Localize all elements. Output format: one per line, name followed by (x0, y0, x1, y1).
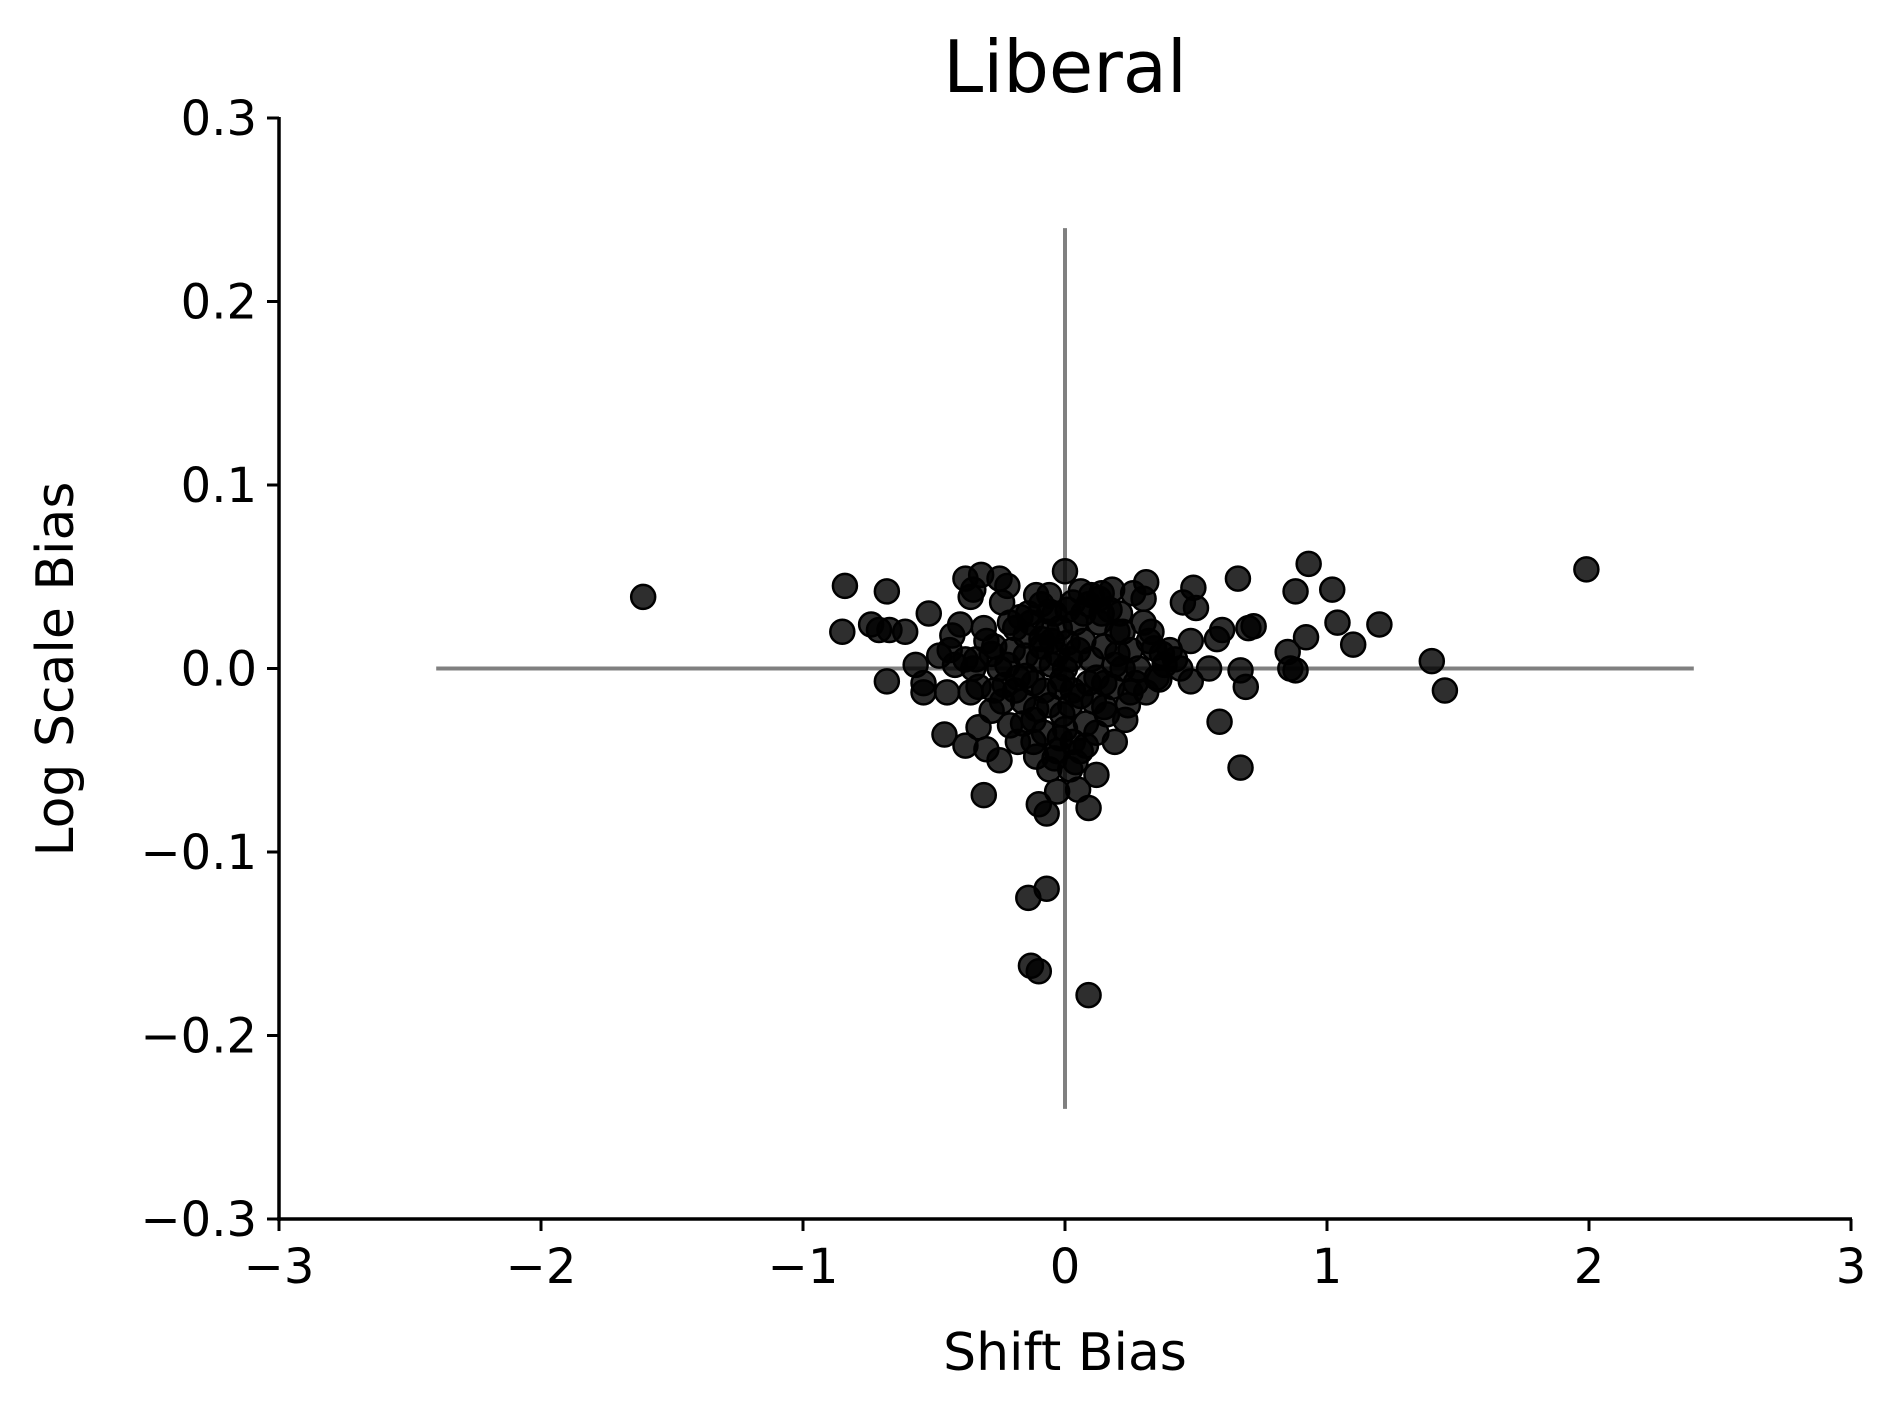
data-point (1051, 557, 1079, 585)
x-tick-label: −3 (244, 1239, 315, 1295)
data-point (936, 636, 963, 664)
data-point (1091, 669, 1118, 697)
data-point (1083, 719, 1110, 746)
y-tick-label: 0.1 (181, 458, 257, 514)
data-point (1114, 691, 1142, 719)
data-point (1138, 618, 1165, 646)
data-point (1075, 981, 1102, 1009)
x-axis-label: Shift Bias (943, 1323, 1187, 1383)
data-point (970, 614, 998, 642)
y-ticks: −0.3 −0.2 −0.1 0.0 0.1 0.2 0.3 (140, 91, 279, 1248)
data-point (1167, 655, 1194, 682)
data-point (629, 583, 657, 611)
data-point (1339, 631, 1367, 658)
x-tick-label: 3 (1836, 1239, 1867, 1295)
data-point (1206, 708, 1233, 735)
data-point (857, 611, 885, 638)
y-tick-label: −0.3 (140, 1192, 257, 1248)
data-point (1232, 673, 1260, 701)
data-point (1318, 576, 1346, 603)
data-point (1177, 627, 1205, 655)
data-point (1203, 625, 1231, 653)
data-point (1036, 581, 1063, 609)
data-point (970, 781, 998, 809)
data-point (1418, 647, 1446, 675)
y-axis-label: Log Scale Bias (26, 482, 86, 857)
data-point (1282, 578, 1309, 605)
data-point (1227, 754, 1254, 781)
x-ticks: −3 −2 −1 0 1 2 3 (244, 1219, 1867, 1295)
data-point (931, 721, 958, 748)
data-point (1020, 728, 1047, 756)
data-point (960, 655, 987, 682)
data-point (1025, 791, 1053, 818)
data-point (1122, 669, 1149, 697)
data-point (1277, 655, 1304, 682)
data-point (1046, 724, 1074, 752)
x-tick-label: 1 (1312, 1239, 1343, 1295)
data-point (1012, 662, 1039, 690)
y-tick-label: 0.0 (181, 642, 257, 698)
data-point (915, 600, 943, 627)
data-point (952, 565, 979, 592)
data-point (1083, 761, 1110, 789)
data-point (1292, 624, 1320, 651)
data-point (1240, 613, 1267, 640)
data-point (1366, 611, 1393, 638)
x-tick-label: 0 (1050, 1239, 1081, 1295)
data-point (1015, 884, 1042, 912)
data-point (1324, 609, 1351, 636)
data-point (1028, 633, 1055, 660)
data-point (952, 732, 979, 759)
data-points (629, 550, 1600, 1009)
y-tick-label: 0.3 (181, 91, 257, 147)
data-point (902, 651, 929, 679)
data-point (1295, 550, 1322, 578)
data-point (1573, 556, 1600, 583)
y-tick-label: −0.2 (140, 1009, 257, 1065)
data-point (933, 679, 961, 706)
data-point (873, 668, 901, 695)
data-point (981, 677, 1008, 704)
data-point (996, 609, 1024, 636)
data-point (1431, 677, 1459, 704)
data-point (1195, 655, 1223, 682)
y-tick-label: −0.1 (140, 825, 257, 881)
y-tick-label: 0.2 (181, 275, 257, 331)
x-tick-label: −1 (768, 1239, 839, 1295)
data-point (873, 578, 901, 605)
data-point (1036, 756, 1063, 783)
data-point (1169, 589, 1197, 616)
data-point (1017, 952, 1045, 980)
x-tick-label: −2 (506, 1239, 577, 1295)
data-point (1148, 640, 1176, 668)
data-point (1224, 565, 1252, 592)
data-point (1106, 600, 1134, 627)
data-point (1067, 578, 1094, 605)
data-point (1049, 701, 1076, 728)
data-point (965, 713, 992, 741)
data-point (829, 618, 856, 646)
chart-title: Liberal (943, 25, 1187, 109)
x-tick-label: 2 (1574, 1239, 1605, 1295)
data-point (1067, 737, 1094, 765)
data-point (1070, 627, 1097, 655)
data-point (831, 572, 859, 600)
data-point (1022, 695, 1050, 723)
